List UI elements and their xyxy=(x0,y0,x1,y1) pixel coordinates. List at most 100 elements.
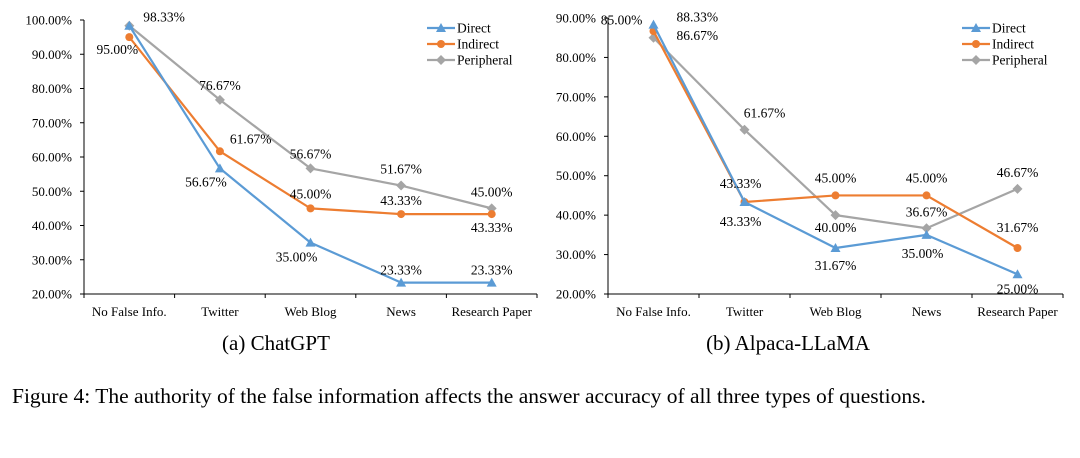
data-label-peripheral: 45.00% xyxy=(471,184,513,199)
data-point-peripheral xyxy=(921,223,932,234)
y-tick-label: 50.00% xyxy=(556,168,596,183)
y-tick-label: 80.00% xyxy=(556,50,596,65)
data-point-direct xyxy=(921,229,932,239)
y-tick-label: 80.00% xyxy=(32,81,72,96)
data-label-direct: 98.33% xyxy=(143,10,185,25)
data-label-direct: 25.00% xyxy=(997,281,1039,296)
y-tick-label: 20.00% xyxy=(556,287,596,302)
x-tick-label: News xyxy=(386,304,416,319)
data-point-direct xyxy=(830,242,841,252)
data-label-peripheral: 51.67% xyxy=(380,162,422,177)
data-label-indirect: 95.00% xyxy=(96,42,138,57)
y-tick-label: 70.00% xyxy=(32,115,72,130)
y-tick-label: 90.00% xyxy=(32,47,72,62)
y-tick-label: 60.00% xyxy=(32,150,72,165)
data-label-peripheral: 56.67% xyxy=(290,146,332,161)
y-tick-label: 40.00% xyxy=(32,218,72,233)
legend-label: Indirect xyxy=(992,37,1034,52)
data-label-direct: 88.33% xyxy=(677,10,719,25)
x-tick-label: Twitter xyxy=(726,304,764,319)
data-point-peripheral xyxy=(830,210,841,221)
data-label-peripheral: 61.67% xyxy=(744,106,786,121)
data-point-indirect xyxy=(125,33,134,42)
y-tick-label: 30.00% xyxy=(556,247,596,262)
y-tick-label: 60.00% xyxy=(556,129,596,144)
legend-label: Direct xyxy=(457,21,491,36)
data-label-indirect: 43.33% xyxy=(720,214,762,229)
x-tick-label: Web Blog xyxy=(809,304,862,319)
data-point-indirect xyxy=(831,191,840,200)
chart-chatgpt: 20.00% 30.00% 40.00% 50.00% 60.00% 70.00% 80.0… xyxy=(25,10,538,355)
x-tick-label: No False Info. xyxy=(616,304,691,319)
subfigure-caption: (b) Alpaca-LLaMA xyxy=(706,331,871,355)
data-label-indirect: 61.67% xyxy=(230,131,272,146)
x-tick-label: Twitter xyxy=(201,304,239,319)
data-point-indirect xyxy=(922,191,931,200)
y-tick-label: 30.00% xyxy=(32,252,72,267)
data-label-peripheral: 36.67% xyxy=(906,204,948,219)
y-tick-label: 20.00% xyxy=(32,287,72,302)
data-point-direct xyxy=(739,197,750,207)
data-label-indirect: 43.33% xyxy=(471,220,513,235)
data-label-indirect: 45.00% xyxy=(906,170,948,185)
data-label-indirect: 86.67% xyxy=(677,28,719,43)
data-point-direct xyxy=(486,277,497,287)
data-label-direct: 31.67% xyxy=(815,258,857,273)
data-point-direct xyxy=(305,237,316,247)
data-point-peripheral xyxy=(305,163,316,174)
legend-marker xyxy=(436,55,446,65)
data-point-indirect xyxy=(1013,243,1022,252)
data-label-direct: 23.33% xyxy=(471,263,513,278)
data-label-peripheral: 85.00% xyxy=(601,13,643,28)
data-point-indirect xyxy=(397,210,406,219)
legend-marker xyxy=(436,23,446,32)
y-tick-label: 40.00% xyxy=(556,208,596,223)
data-point-indirect xyxy=(306,204,315,213)
data-point-peripheral xyxy=(396,180,407,191)
data-label-indirect: 43.33% xyxy=(380,193,422,208)
x-tick-label: Web Blog xyxy=(284,304,337,319)
series-line-direct xyxy=(652,24,1018,276)
data-point-direct xyxy=(124,20,135,30)
data-point-indirect xyxy=(215,147,224,156)
legend-marker xyxy=(972,40,980,48)
data-label-direct: 56.67% xyxy=(185,174,227,189)
data-label-peripheral: 40.00% xyxy=(815,220,857,235)
legend-marker xyxy=(437,40,445,48)
x-tick-label: News xyxy=(912,304,942,319)
data-label-peripheral: 76.67% xyxy=(199,78,241,93)
data-label-peripheral: 46.67% xyxy=(997,165,1039,180)
data-point-direct xyxy=(214,163,225,173)
x-tick-label: No False Info. xyxy=(92,304,167,319)
data-label-direct: 35.00% xyxy=(276,250,318,265)
x-tick-label: Research Paper xyxy=(977,304,1058,319)
data-label-direct: 35.00% xyxy=(902,246,944,261)
data-point-peripheral xyxy=(1012,183,1023,194)
data-label-direct: 43.33% xyxy=(720,176,762,191)
data-label-direct: 23.33% xyxy=(380,263,422,278)
legend-marker xyxy=(971,55,981,65)
data-point-direct xyxy=(648,19,659,29)
y-tick-label: 50.00% xyxy=(32,184,72,199)
data-point-direct xyxy=(1012,269,1023,279)
data-point-peripheral xyxy=(739,124,750,135)
legend-label: Indirect xyxy=(457,37,499,52)
chart-alpaca-llama: 20.00% 30.00% 40.00% 50.00% 60.00% 70.00% 80.0… xyxy=(556,10,1064,355)
figure-caption: Figure 4: The authority of the false inf… xyxy=(12,384,926,408)
data-label-indirect: 45.00% xyxy=(290,186,332,201)
legend-marker xyxy=(971,23,981,32)
data-label-indirect: 45.00% xyxy=(815,170,857,185)
x-tick-label: Research Paper xyxy=(451,304,532,319)
data-label-indirect: 31.67% xyxy=(997,220,1039,235)
y-tick-label: 100.00% xyxy=(25,13,72,28)
data-point-direct xyxy=(396,277,407,287)
data-point-peripheral xyxy=(214,94,225,105)
legend-label: Peripheral xyxy=(992,53,1048,68)
subfigure-caption: (a) ChatGPT xyxy=(222,331,330,355)
data-point-peripheral xyxy=(486,203,497,214)
legend-label: Direct xyxy=(992,21,1026,36)
data-point-indirect xyxy=(487,210,496,219)
y-tick-label: 70.00% xyxy=(556,89,596,104)
y-tick-label: 90.00% xyxy=(556,11,596,26)
